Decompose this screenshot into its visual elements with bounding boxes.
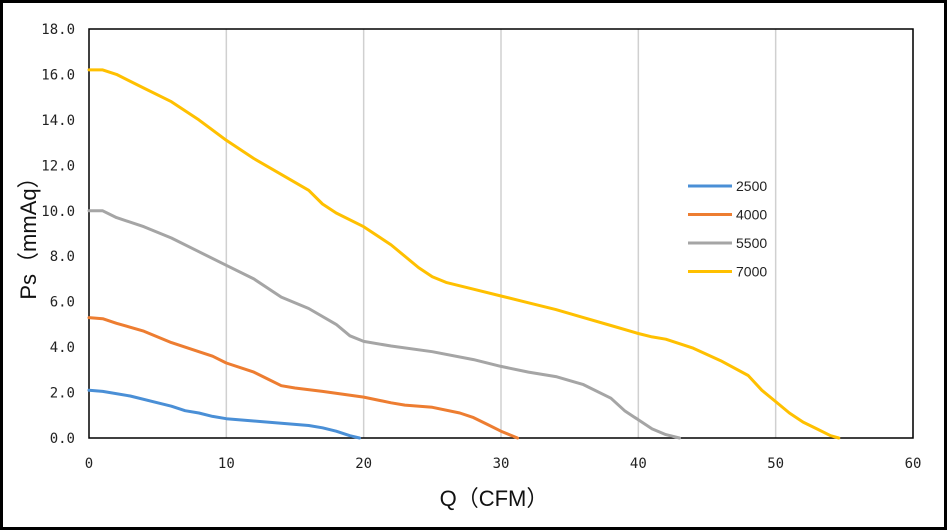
x-tick-label: 50 — [767, 456, 784, 472]
y-tick-label: 16.0 — [41, 67, 75, 83]
x-tick-label: 60 — [905, 456, 922, 472]
series-line-2500 — [87, 388, 361, 440]
x-axis-title: Q（CFM） — [440, 486, 549, 511]
legend-label-5500: 5500 — [736, 235, 767, 251]
series-line-4000 — [87, 316, 519, 440]
gridlines — [225, 29, 914, 438]
y-tick-label: 2.0 — [50, 386, 75, 402]
x-tick-label: 30 — [493, 456, 510, 472]
legend-label-2500: 2500 — [736, 178, 767, 194]
legend: 2500 4000 5500 7000 — [688, 178, 767, 280]
y-axis-title: Ps（mmAq） — [16, 166, 41, 299]
y-tick-label: 6.0 — [50, 295, 75, 311]
series-line-5500 — [87, 209, 681, 440]
y-tick-label: 0.0 — [50, 431, 75, 447]
y-tick-label: 8.0 — [50, 249, 75, 265]
legend-label-4000: 4000 — [736, 207, 767, 223]
x-tick-label: 10 — [218, 456, 235, 472]
y-tick-label: 4.0 — [50, 340, 75, 356]
y-tick-label: 10.0 — [41, 204, 75, 220]
axes: 0 10 20 30 40 50 60 0.0 2.0 4.0 6.0 8.0 10.0 12.0 14.0… — [41, 22, 921, 472]
y-tick-label: 12.0 — [41, 158, 75, 174]
x-tick-label: 40 — [630, 456, 647, 472]
series-lines — [87, 68, 841, 440]
y-tick-label: 18.0 — [41, 22, 75, 38]
series-line-7000 — [87, 68, 841, 440]
y-tick-label: 14.0 — [41, 113, 75, 129]
legend-label-7000: 7000 — [736, 264, 767, 280]
x-tick-label: 0 — [85, 456, 93, 472]
x-tick-label: 20 — [355, 456, 372, 472]
plot-border — [88, 28, 914, 439]
